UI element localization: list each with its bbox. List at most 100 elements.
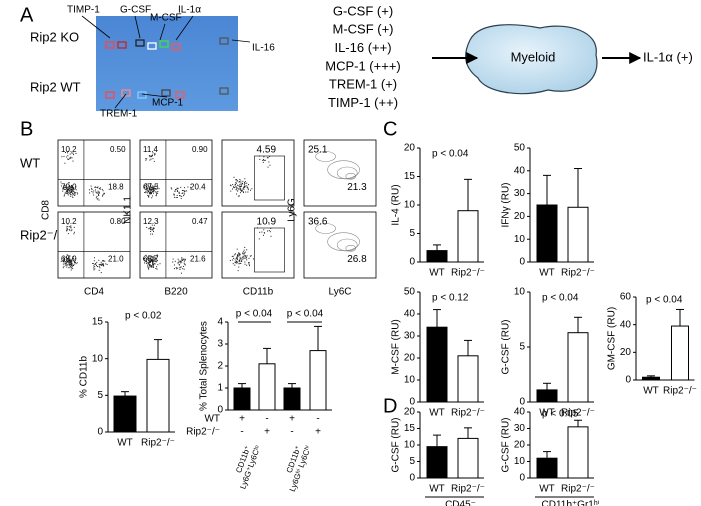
flow-dot [183,268,185,270]
annotation: p < 0.02 [125,311,162,322]
flow-dot [75,189,77,191]
flow-dot [243,249,245,251]
flow-dot [176,268,178,270]
flow-dot [156,191,158,193]
flow-dot [94,263,96,265]
y-tick-label: 30 [404,331,416,342]
y-tick-label: 10 [514,287,526,298]
flow-dot [153,265,155,267]
flow-dot [181,195,183,197]
flow-dot [267,230,269,232]
flow-dot [240,182,242,184]
flow-dot [238,252,240,254]
flow-dot [236,257,238,259]
flow-number: 0.80 [110,217,126,226]
bar [567,426,589,479]
flow-dot [93,194,95,196]
flow-dot [236,187,238,189]
flow-dot [244,185,246,187]
flow-dot [173,268,175,270]
flow-dot [182,268,184,270]
y-tick-label: 2 [217,361,223,372]
contour [345,245,357,252]
flow-dot [173,194,175,196]
flow-dot [262,234,264,236]
flow-dot [149,260,151,262]
blot-label: TIMP-1 [67,5,100,16]
flow-dot [67,226,69,228]
flow-dot [267,157,269,159]
flow-dot [99,188,101,190]
flow-dot [70,230,72,232]
y-tick-label: 40 [404,309,416,320]
flow-dot [71,262,73,264]
flow-dot [244,252,246,254]
flow-dot [71,189,73,191]
flow-dot [155,261,157,263]
flow-dot [69,264,71,266]
flow-dot [67,228,69,230]
flow-dot [73,154,75,156]
flow-dot [181,257,183,259]
flow-dot [150,228,152,230]
flow-dot [181,258,183,260]
flow-dot [69,260,71,262]
flow-dot [66,258,68,260]
flow-dot [156,255,158,257]
flow-dot [244,261,246,263]
flow-dot [244,183,246,185]
panel-letter: C [383,118,397,140]
flow-dot [69,258,71,260]
flow-dot [173,196,175,198]
flow-dot [234,254,236,256]
flow-dot [98,269,100,271]
flow-dot [150,260,152,262]
flow-dot [66,227,68,229]
flow-dot [157,190,159,192]
flow-dot [149,256,151,258]
flow-dot [241,183,243,185]
flow-dot [238,181,240,183]
flow-dot [145,190,147,192]
flow-dot [66,188,68,190]
flow-dot [65,263,67,265]
y-tick-label: 15 [404,171,416,182]
y-tick-label: 10 [92,353,104,364]
flow-dot [153,256,155,258]
flow-dot [75,152,77,154]
flow-dot [190,186,192,188]
flow-dot [102,190,104,192]
flow-dot [152,186,154,188]
y-tick-label: 10 [404,440,416,451]
flow-dot [180,272,182,274]
leader-line [141,93,168,98]
flow-dot [246,256,248,258]
flow-dot [235,256,237,258]
flow-dot [98,263,100,265]
flow-dot [178,260,180,262]
flow-dot [63,256,65,258]
y-tick-label: 0 [409,257,415,268]
axis-label: B220 [164,287,188,298]
y-tick-label: 10 [514,456,526,467]
change-label: MCP-1 (+++) [325,58,401,73]
y-tick-label: 0 [519,397,525,408]
flow-dot [150,188,152,190]
flow-dot [241,182,243,184]
flow-dot [157,192,159,194]
flow-dot [104,260,106,262]
flow-dot [98,194,100,196]
flow-dot [236,254,238,256]
flow-dot [72,197,74,199]
flow-dot [243,253,245,255]
flow-dot [66,189,68,191]
flow-dot [65,191,67,193]
flow-dot [177,267,179,269]
flow-dot [177,261,179,263]
flow-number: 20.4 [190,183,206,192]
flow-dot [72,189,74,191]
flow-dot [235,179,237,181]
y-tick-label: 50 [514,143,526,154]
flow-dot [236,259,238,261]
flow-dot [151,195,153,197]
